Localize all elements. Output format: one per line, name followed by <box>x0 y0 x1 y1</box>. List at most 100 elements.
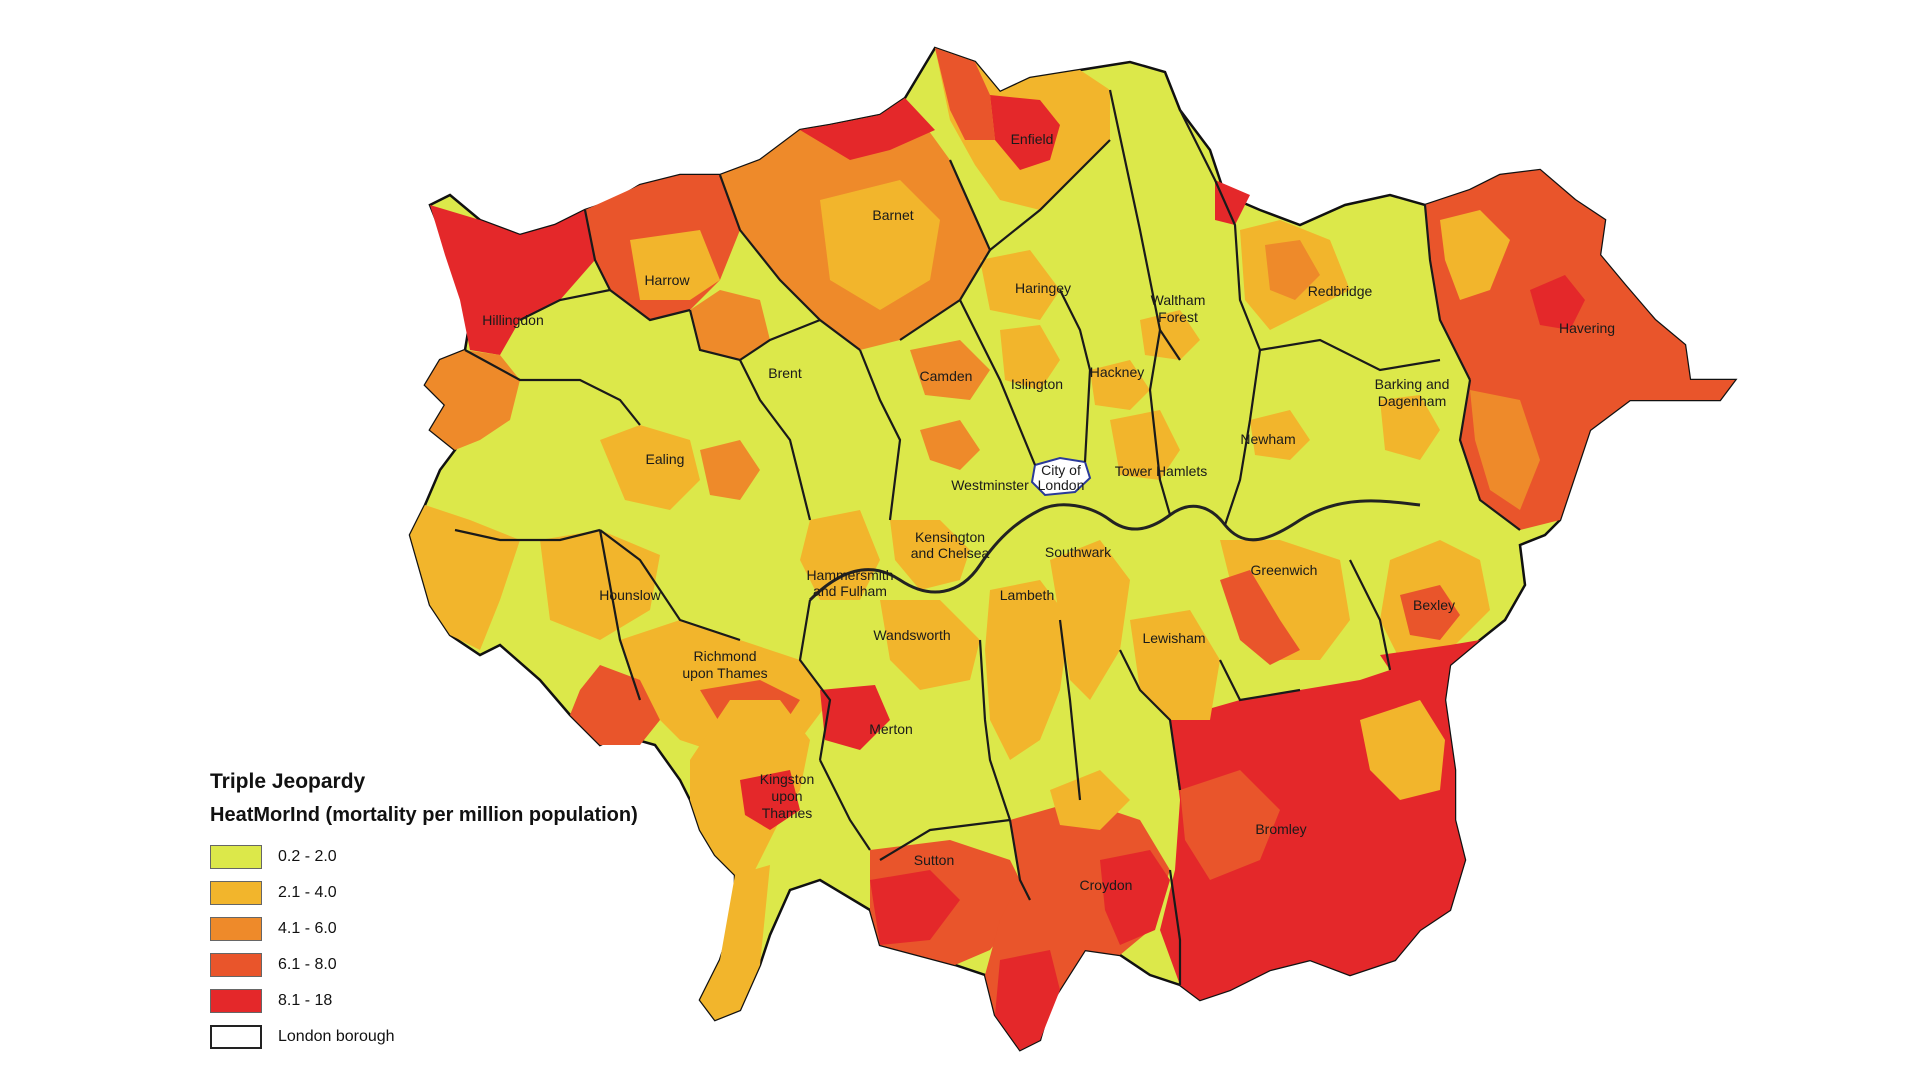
label-barking: Barking and <box>1375 376 1450 392</box>
city-of-london-area <box>1030 456 1092 497</box>
label-kingston: Kingston <box>760 771 814 787</box>
westminster-orange-patch <box>920 420 980 470</box>
label-hammersmith: Hammersmith <box>806 567 893 583</box>
label-merton: Merton <box>869 721 913 737</box>
harrow-inner-patch <box>630 230 720 300</box>
label-bexley: Bexley <box>1413 597 1455 613</box>
boundary-line <box>978 639 1012 821</box>
boundary-line <box>1119 649 1182 791</box>
legend-label: London borough <box>278 1028 395 1045</box>
legend-swatch <box>210 989 262 1013</box>
bromley-east-patch <box>1360 700 1445 800</box>
islington-patch <box>1000 325 1060 390</box>
boundary-line <box>798 599 832 761</box>
label-and-fulham: and Fulham <box>813 583 887 599</box>
label-croydon: Croydon <box>1080 877 1133 893</box>
legend-swatch-boundary <box>210 1025 262 1049</box>
label-bromley: Bromley <box>1255 821 1306 837</box>
borough-labels: Enfield Barnet Harrow Hillingdon Haringe… <box>482 131 1615 893</box>
label-brent: Brent <box>768 365 802 381</box>
label-forest: Forest <box>1158 309 1198 325</box>
label-and-chelsea: and Chelsea <box>911 545 990 561</box>
lambeth-patch <box>985 580 1070 760</box>
redbridge-inner-patch <box>1265 240 1320 300</box>
legend-label: 4.1 - 6.0 <box>278 920 337 937</box>
boundary-line <box>599 529 741 642</box>
tower-hamlets-patch <box>1110 410 1180 480</box>
boundary-line <box>718 174 861 351</box>
havering-orange-patch <box>1470 390 1540 510</box>
barnet-inner-patch <box>820 180 940 310</box>
hammersmith-patch <box>800 510 880 600</box>
label-hounslow: Hounslow <box>599 587 661 603</box>
label-lewisham: Lewisham <box>1142 630 1205 646</box>
legend-swatch <box>210 953 262 977</box>
label-hackney: Hackney <box>1090 364 1144 380</box>
label-newham: Newham <box>1240 431 1295 447</box>
label-london: London <box>1038 477 1085 493</box>
boundary-line <box>1259 338 1441 372</box>
label-hillingdon: Hillingdon <box>482 312 543 328</box>
legend-item: London borough <box>210 1019 730 1055</box>
boundary-line <box>1219 659 1301 702</box>
boundary-line <box>959 299 1037 466</box>
label-wandsworth: Wandsworth <box>873 627 950 643</box>
boundary-line <box>1349 559 1392 671</box>
river-thames <box>808 499 1421 602</box>
label-kingston-thames: Thames <box>762 805 813 821</box>
bromley-orange-patch <box>1180 770 1280 880</box>
label-islington: Islington <box>1011 376 1063 392</box>
camden-patch <box>910 340 990 400</box>
label-camden: Camden <box>920 368 973 384</box>
label-barnet: Barnet <box>872 207 913 223</box>
kensington-patch <box>890 520 970 590</box>
label-enfield: Enfield <box>1011 131 1054 147</box>
havering-red-patch <box>1530 275 1585 330</box>
boundary-line <box>1223 349 1262 526</box>
hillingdon-south-patch <box>425 350 520 450</box>
label-lambeth: Lambeth <box>1000 587 1054 603</box>
label-harrow: Harrow <box>644 272 690 288</box>
boundary-line <box>858 349 902 521</box>
label-ealing: Ealing <box>646 451 685 467</box>
barnet-red-patch <box>800 98 935 160</box>
legend-item: 2.1 - 4.0 <box>210 875 730 911</box>
boundary-line <box>464 349 641 426</box>
label-dagenham: Dagenham <box>1378 393 1447 409</box>
boundary-line <box>598 529 642 701</box>
ealing-orange-patch <box>700 440 760 500</box>
boundary-line <box>739 359 812 521</box>
croydon-red-patch <box>1100 850 1170 945</box>
label-tower-hamlets: Tower Hamlets <box>1115 463 1208 479</box>
haringey-patch <box>980 250 1060 320</box>
label-city: City of <box>1041 462 1081 478</box>
kingston-red-patch <box>740 770 800 830</box>
map-legend: Triple Jeopardy HeatMorInd (mortality pe… <box>210 770 730 1055</box>
legend-label: 8.1 - 18 <box>278 992 333 1009</box>
greenwich-orange-patch <box>1220 570 1300 665</box>
sutton-red-patch <box>870 870 960 945</box>
boundary-line <box>819 759 871 851</box>
brent-patch <box>690 290 770 360</box>
merton-red-patch <box>820 685 890 750</box>
enfield-orange-patch <box>935 48 995 140</box>
label-greenwich: Greenwich <box>1251 562 1318 578</box>
boundary-line <box>1008 819 1031 901</box>
croydon-south-red-patch <box>995 950 1060 1050</box>
hounslow-patch <box>540 530 660 640</box>
enfield-red-patch <box>990 95 1060 170</box>
boundary-line <box>879 818 1011 861</box>
waltham-patch <box>1140 310 1200 360</box>
label-waltham: Waltham <box>1151 292 1206 308</box>
label-southwark: Southwark <box>1045 544 1112 560</box>
boundary-line <box>1058 619 1082 801</box>
label-sutton: Sutton <box>914 852 954 868</box>
richmond-west-patch <box>570 665 660 745</box>
legend-label: 0.2 - 2.0 <box>278 848 337 865</box>
lewisham-patch <box>1130 610 1220 720</box>
label-havering: Havering <box>1559 320 1615 336</box>
hillingdon-patch <box>430 205 595 355</box>
boundary-line <box>1108 89 1181 361</box>
